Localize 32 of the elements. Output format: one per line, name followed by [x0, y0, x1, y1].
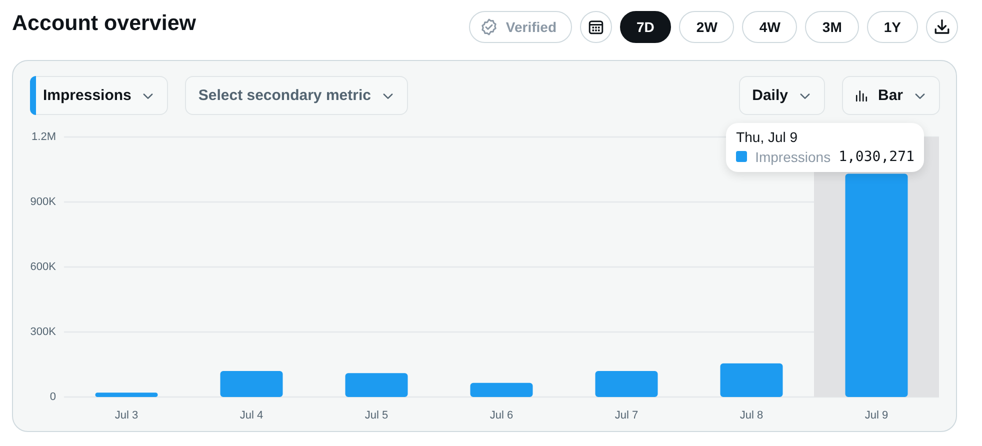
bar	[220, 371, 283, 397]
bar	[345, 373, 408, 397]
bar	[595, 371, 658, 397]
text: Bar	[878, 87, 903, 104]
y-tick-label: 0	[50, 391, 56, 403]
x-tick-label: Jul 7	[614, 410, 638, 422]
text: Select secondary metric	[198, 87, 371, 104]
x-tick-label: Jul 8	[740, 410, 764, 422]
annotation: Thu, Jul 9	[736, 128, 799, 147]
text: Impressions	[43, 87, 132, 104]
text: 1Y	[866, 11, 918, 43]
x-tick-label: Jul 3	[114, 410, 138, 422]
bar	[470, 382, 533, 397]
bar	[95, 392, 158, 397]
text: 3M	[805, 11, 859, 43]
x-tick-label: Jul 6	[490, 410, 514, 422]
y-tick-label: 300K	[30, 326, 57, 338]
text: Verified	[506, 19, 557, 35]
y-tick-label: 900K	[30, 196, 57, 208]
text: 4W	[742, 11, 798, 43]
chart-title: Account overview	[12, 11, 196, 36]
y-tick-label: 600K	[30, 261, 57, 273]
text: Daily	[752, 87, 788, 104]
text: 2W	[679, 11, 734, 43]
x-tick-label: Jul 9	[864, 410, 888, 422]
legend-label: Impressions	[755, 148, 831, 167]
x-tick-label: Jul 5	[364, 410, 388, 422]
y-tick-label: 1.2M	[32, 131, 56, 143]
x-tick-label: Jul 4	[240, 410, 264, 422]
text: 7D	[620, 11, 672, 43]
data-label: 1,030,271	[838, 148, 914, 167]
bar	[720, 363, 783, 397]
